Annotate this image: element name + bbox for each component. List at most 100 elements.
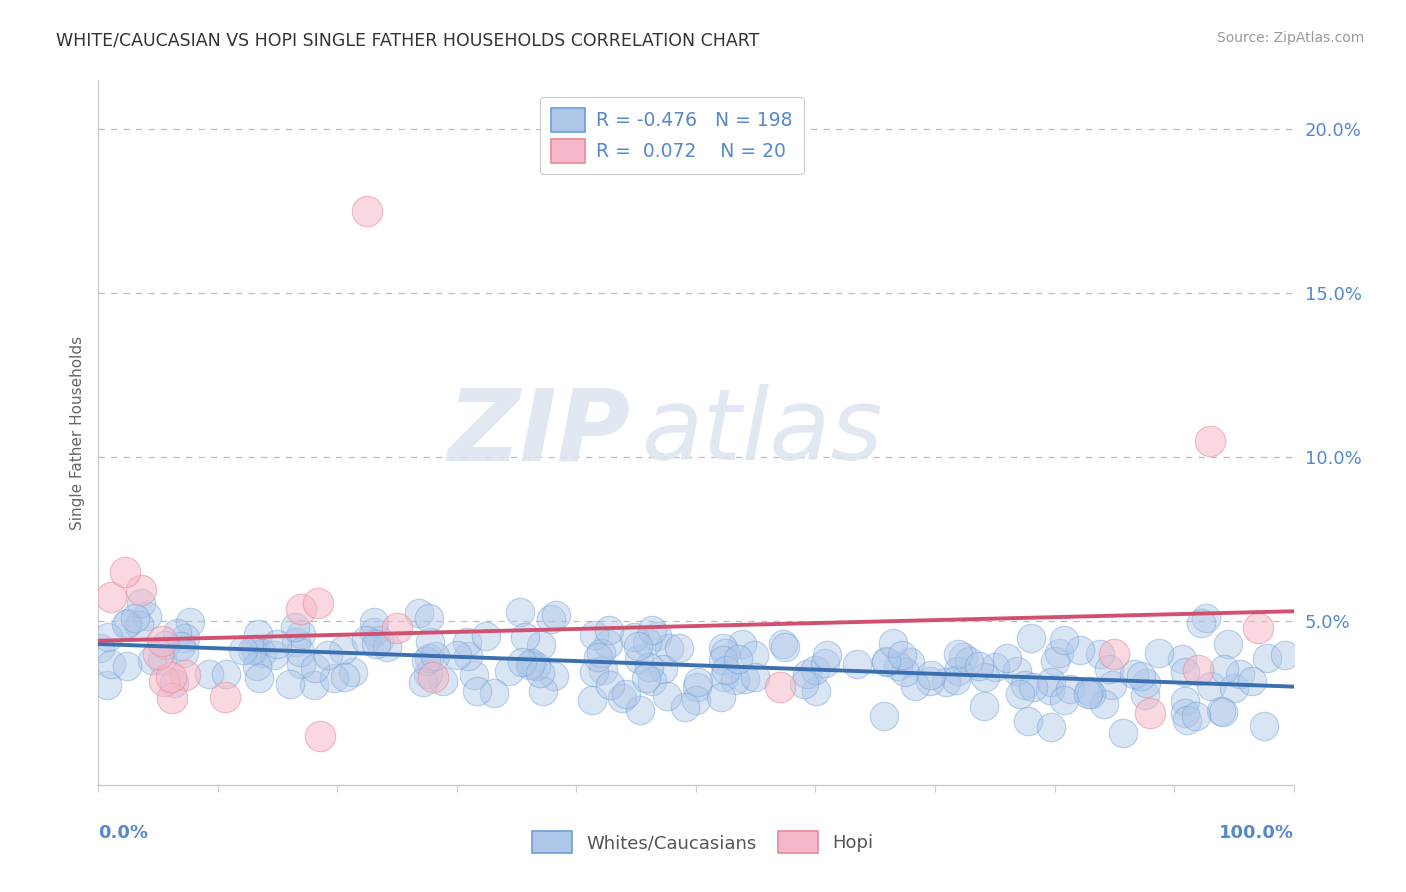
Point <box>710 690 733 705</box>
Point <box>419 635 441 649</box>
Point <box>308 729 330 743</box>
Point <box>197 667 219 681</box>
Point <box>1053 693 1076 707</box>
Point <box>515 630 537 644</box>
Point <box>623 630 645 644</box>
Point <box>1174 694 1197 708</box>
Point <box>524 658 547 673</box>
Point <box>724 673 747 688</box>
Point <box>530 638 553 652</box>
Point <box>173 668 195 682</box>
Point <box>385 621 409 635</box>
Point <box>920 673 942 688</box>
Point <box>641 673 664 688</box>
Point <box>946 665 969 679</box>
Point <box>1256 651 1278 665</box>
Point <box>432 673 454 688</box>
Point <box>711 640 734 655</box>
Point <box>772 637 794 651</box>
Point <box>529 666 551 681</box>
Point <box>333 670 356 684</box>
Point <box>498 664 520 678</box>
Text: atlas: atlas <box>643 384 884 481</box>
Point <box>243 642 266 657</box>
Point <box>408 606 430 620</box>
Point <box>945 673 967 687</box>
Point <box>984 660 1007 674</box>
Point <box>124 611 146 625</box>
Point <box>898 655 921 669</box>
Point <box>290 627 312 641</box>
Point <box>215 667 238 681</box>
Point <box>775 640 797 654</box>
Point <box>247 672 270 686</box>
Point <box>1253 719 1275 733</box>
Point <box>163 676 186 690</box>
Point <box>1189 615 1212 630</box>
Point <box>366 637 388 651</box>
Point <box>589 646 612 660</box>
Point <box>974 670 997 684</box>
Point <box>129 582 152 597</box>
Point <box>363 615 385 629</box>
Point <box>1130 669 1153 683</box>
Point <box>1111 726 1133 740</box>
Point <box>246 659 269 673</box>
Point <box>804 684 827 698</box>
Point <box>887 658 910 673</box>
Point <box>318 648 340 662</box>
Point <box>543 669 565 683</box>
Point <box>873 709 896 723</box>
Point <box>1223 681 1246 695</box>
Point <box>463 667 485 681</box>
Point <box>592 663 614 677</box>
Point <box>1080 686 1102 700</box>
Point <box>1240 674 1263 689</box>
Point <box>100 657 122 672</box>
Point <box>115 659 138 673</box>
Point <box>114 565 136 579</box>
Point <box>1187 663 1209 677</box>
Point <box>1147 646 1170 660</box>
Point <box>1229 666 1251 681</box>
Point <box>1092 697 1115 711</box>
Point <box>1019 631 1042 645</box>
Point <box>638 659 661 673</box>
Point <box>903 679 925 693</box>
Point <box>544 607 567 622</box>
Point <box>1133 688 1156 702</box>
Point <box>173 631 195 645</box>
Point <box>1209 704 1232 718</box>
Point <box>882 636 904 650</box>
Point <box>1088 647 1111 661</box>
Point <box>284 620 307 634</box>
Point <box>128 617 150 632</box>
Point <box>1069 643 1091 657</box>
Point <box>727 652 749 666</box>
Point <box>920 668 942 682</box>
Point <box>1199 434 1222 448</box>
Point <box>688 675 710 690</box>
Point <box>150 634 173 648</box>
Point <box>1216 637 1239 651</box>
Point <box>626 639 648 653</box>
Point <box>1010 687 1032 701</box>
Point <box>342 665 364 679</box>
Point <box>1039 720 1062 734</box>
Point <box>1017 714 1039 728</box>
Point <box>952 650 974 665</box>
Point <box>655 690 678 704</box>
Point <box>647 629 669 643</box>
Point <box>153 674 176 689</box>
Point <box>1175 714 1198 728</box>
Point <box>973 699 995 714</box>
Point <box>288 645 311 659</box>
Point <box>1005 664 1028 678</box>
Point <box>250 646 273 660</box>
Text: Source: ZipAtlas.com: Source: ZipAtlas.com <box>1216 31 1364 45</box>
Text: ZIP: ZIP <box>447 384 630 481</box>
Point <box>1043 654 1066 668</box>
Text: WHITE/CAUCASIAN VS HOPI SINGLE FATHER HOUSEHOLDS CORRELATION CHART: WHITE/CAUCASIAN VS HOPI SINGLE FATHER HO… <box>56 31 759 49</box>
Point <box>510 655 533 669</box>
Point <box>456 634 478 648</box>
